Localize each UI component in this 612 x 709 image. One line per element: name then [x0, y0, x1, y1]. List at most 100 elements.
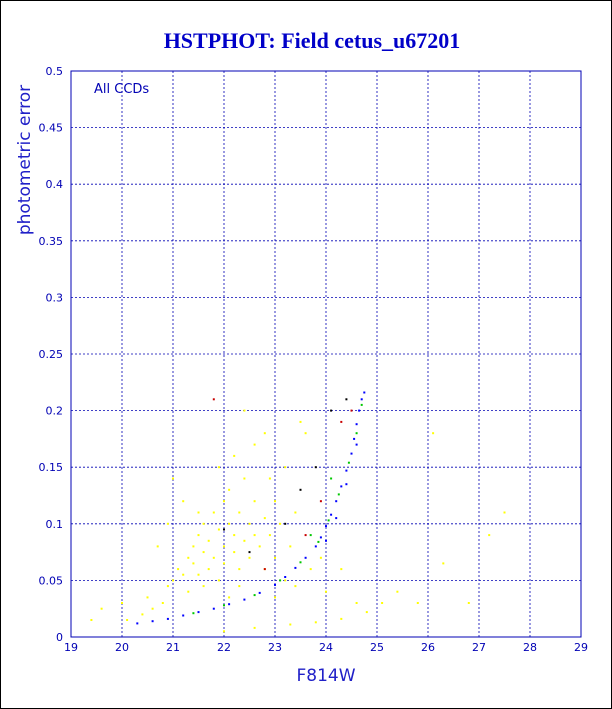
data-point-yellow: [207, 539, 210, 542]
data-point-black: [330, 409, 333, 412]
data-point-red: [340, 420, 343, 423]
x-tick-label: 21: [166, 641, 180, 654]
data-point-blue: [335, 500, 338, 503]
data-point-blue: [284, 576, 287, 578]
y-tick-label: 0.35: [39, 235, 64, 248]
data-point-blue: [345, 469, 348, 472]
data-point-yellow: [223, 500, 225, 503]
data-point-yellow: [304, 432, 307, 435]
x-tick-label: 20: [115, 641, 129, 654]
data-point-blue: [355, 423, 358, 426]
data-point-yellow: [233, 551, 236, 554]
data-point-blue: [314, 545, 317, 548]
data-point-blue: [360, 398, 363, 401]
data-point-yellow: [314, 621, 317, 624]
data-point-yellow: [274, 556, 276, 559]
data-point-yellow: [192, 545, 195, 548]
data-point-yellow: [253, 443, 256, 446]
x-tick-label: 23: [268, 641, 282, 654]
data-point-yellow: [233, 454, 236, 457]
data-point-blue: [136, 622, 139, 625]
data-point-yellow: [177, 568, 180, 571]
data-point-yellow: [284, 579, 287, 582]
data-point-yellow: [202, 522, 205, 525]
data-point-yellow: [202, 585, 205, 588]
data-point-blue: [197, 611, 200, 614]
data-point-blue: [304, 556, 307, 559]
data-point-black: [248, 551, 251, 554]
data-point-yellow: [202, 551, 205, 554]
data-point-blue: [258, 591, 261, 594]
data-point-yellow: [161, 602, 164, 604]
data-point-yellow: [238, 585, 241, 588]
data-point-yellow: [319, 556, 322, 559]
data-point-black: [299, 488, 302, 491]
data-point-yellow: [442, 562, 445, 565]
data-point-yellow: [263, 517, 266, 520]
data-point-yellow: [182, 500, 185, 503]
data-point-yellow: [258, 545, 261, 548]
y-tick-label: 0.3: [46, 291, 64, 304]
ccd-annotation: All CCDs: [94, 82, 149, 97]
y-tick-label: 0.15: [39, 461, 64, 474]
data-point-yellow: [217, 466, 220, 469]
data-point-yellow: [243, 409, 246, 412]
data-point-blue: [151, 620, 154, 623]
data-point-red: [319, 500, 322, 503]
data-point-yellow: [396, 590, 399, 593]
data-point-yellow: [243, 539, 246, 542]
data-point-yellow: [238, 568, 241, 571]
data-point-yellow: [289, 623, 292, 626]
data-point-yellow: [228, 522, 231, 525]
data-point-green: [337, 493, 340, 496]
data-point-blue: [325, 539, 327, 542]
y-tick-label: 0.25: [39, 348, 64, 361]
data-point-blue: [228, 603, 231, 606]
data-point-blue: [340, 485, 343, 488]
data-point-yellow: [253, 534, 256, 537]
data-point-blue: [335, 517, 338, 520]
data-point-yellow: [268, 534, 271, 537]
data-point-yellow: [284, 466, 287, 469]
data-point-yellow: [340, 568, 343, 571]
data-point-yellow: [207, 568, 210, 571]
data-point-black: [284, 522, 287, 525]
y-axis-label: photometric error: [15, 85, 35, 235]
data-point-blue: [355, 443, 358, 446]
data-point-yellow: [268, 477, 271, 480]
data-point-yellow: [309, 568, 312, 571]
data-point-blue: [212, 607, 215, 610]
data-point-yellow: [172, 579, 174, 582]
x-tick-label: 22: [217, 641, 231, 654]
data-point-black: [345, 398, 348, 401]
data-point-yellow: [228, 488, 231, 491]
data-point-blue: [325, 525, 327, 528]
data-point-yellow: [299, 420, 302, 423]
grid-lines: [70, 70, 582, 638]
data-point-blue: [358, 409, 361, 412]
data-point-blue: [350, 452, 353, 455]
data-point-yellow: [253, 626, 256, 629]
data-point-yellow: [187, 556, 190, 559]
data-point-black: [223, 528, 225, 531]
data-point-yellow: [228, 596, 231, 599]
y-tick-labels: 0 0.05 0.1 0.15 0.2 0.25 0.3 0.35 0.4 0.45 0.5: [39, 65, 64, 644]
data-point-blue: [319, 536, 322, 539]
data-point-yellow: [90, 619, 93, 621]
data-point-green: [299, 561, 302, 564]
data-point-green: [330, 477, 333, 480]
data-point-yellow: [166, 522, 169, 525]
y-tick-label: 0.45: [39, 122, 64, 135]
data-point-yellow: [166, 585, 169, 588]
data-point-yellow: [248, 556, 251, 559]
data-point-green: [355, 432, 358, 435]
data-point-green: [327, 519, 330, 522]
data-point-red: [304, 534, 307, 537]
data-point-yellow: [488, 534, 491, 537]
data-point-yellow: [365, 611, 368, 614]
data-point-green: [347, 461, 350, 464]
data-point-yellow: [503, 511, 506, 514]
x-tick-label: 24: [319, 641, 333, 654]
data-point-yellow: [192, 562, 195, 565]
